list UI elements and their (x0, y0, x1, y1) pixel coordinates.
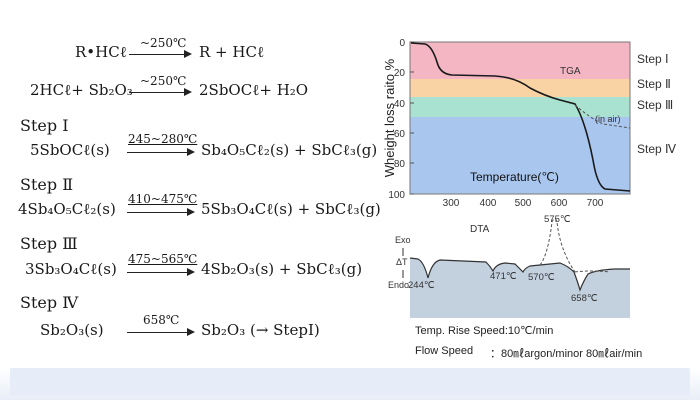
ytick-100: 100 (388, 190, 405, 201)
peak-570: 570℃ (528, 272, 555, 283)
step1-right: Sb₄O₅Cℓ₂(s) + SbCℓ₃(g) (201, 141, 378, 159)
step3-left: 3Sb₃O₄Cℓ(s) (25, 260, 117, 278)
peak-244: 244℃ (408, 280, 435, 291)
endo-label: Endo (388, 280, 409, 290)
peak-658: 658℃ (571, 293, 598, 304)
dta-air-tail (574, 270, 611, 273)
step3-arrow (127, 268, 195, 276)
dta-area (410, 258, 630, 318)
eq1-condition: ~250℃ (140, 36, 187, 50)
step4-title: Step Ⅳ (20, 293, 79, 312)
in-air-curve (574, 104, 631, 129)
step4-band (410, 117, 630, 194)
ytick-40: 40 (394, 99, 406, 110)
ytick-20: 20 (394, 68, 406, 79)
eq2-arrow (129, 88, 192, 96)
footer-band (10, 368, 690, 396)
eq1-arrow (129, 50, 192, 58)
step1-title: Step Ⅰ (20, 116, 69, 135)
step1-label: Step Ⅰ (637, 52, 669, 66)
step1-band (410, 42, 630, 79)
ytick-60: 60 (394, 129, 406, 140)
step1-left: 5SbOCℓ(s) (30, 141, 110, 159)
step3-condition: 475~565℃ (128, 252, 198, 266)
eq2-left: 2HCℓ+ Sb₂O₃ (30, 81, 133, 99)
tga-curve (410, 42, 631, 192)
temperature-label: Temperature(℃) (470, 170, 559, 184)
flow-speed-value: ：80㎖argon/minor 80㎖air/min (490, 348, 643, 360)
xtick-600: 600 (551, 198, 568, 209)
flow-speed-label: Flow Speed (415, 345, 474, 357)
eq2-condition: ~250℃ (140, 74, 187, 88)
step2-left: 4Sb₄O₅Cℓ₂(s) (18, 200, 116, 218)
dta-label: DTA (470, 224, 490, 235)
step3-title: Step Ⅲ (20, 234, 78, 253)
xtick-300: 300 (443, 198, 460, 209)
step2-condition: 410~475℃ (128, 192, 198, 206)
step4-right: Sb₂O₃ (→ StepⅠ) (201, 321, 320, 339)
delta-t-label: ΔT (396, 257, 408, 267)
dta-air-peak (539, 218, 576, 273)
step4-left: Sb₂O₃(s) (40, 321, 104, 339)
eq1-right: R + HCℓ (199, 43, 265, 61)
step3-right: 4Sb₂O₃(s) + SbCℓ₃(g) (201, 260, 363, 278)
peak-575: 575℃ (544, 214, 571, 225)
ytick-80: 80 (394, 159, 406, 170)
in-air-label: (in air) (595, 114, 621, 124)
step1-arrow (127, 148, 195, 156)
ytick-0: 0 (399, 38, 405, 49)
xtick-500: 500 (515, 198, 532, 209)
step4-arrow (127, 328, 195, 336)
step3-label: Step Ⅲ (637, 98, 673, 112)
step2-arrow (127, 208, 195, 216)
step2-band (410, 79, 630, 97)
step2-right: 5Sb₃O₄Cℓ(s) + SbCℓ₃(g) (201, 200, 381, 218)
step3-band (410, 97, 630, 117)
dta-curve (409, 257, 630, 292)
xtick-700: 700 (587, 198, 604, 209)
y-axis-ticks (410, 41, 414, 195)
tga-frame (409, 41, 631, 195)
step4-condition: 658℃ (143, 313, 180, 327)
step1-condition: 245~280℃ (128, 132, 198, 146)
y-axis-label: Wheight loss raito % (382, 58, 397, 177)
temp-rise-speed: Temp. Rise Speed:10℃/min (415, 325, 554, 337)
xtick-400: 400 (480, 198, 497, 209)
step2-title: Step Ⅱ (20, 175, 74, 194)
exo-label: Exo (395, 235, 411, 245)
step4-label: Step Ⅳ (637, 142, 676, 156)
eq2-right: 2SbOCℓ+ H₂O (199, 81, 309, 99)
peak-471: 471℃ (490, 271, 517, 282)
eq1-left: R•HCℓ (75, 43, 127, 61)
tga-label: TGA (560, 66, 581, 77)
step2-label: Step Ⅱ (637, 77, 671, 91)
